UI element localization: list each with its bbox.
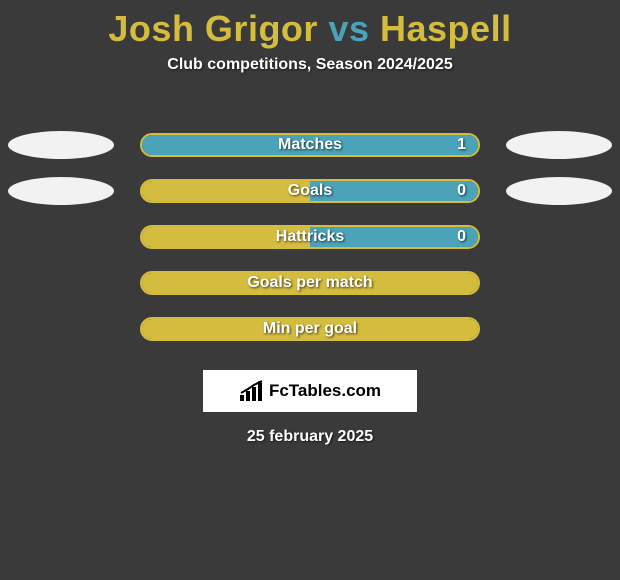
player-ellipse-left — [8, 177, 114, 205]
stat-bar: Min per goal — [140, 317, 480, 341]
comparison-title: Josh Grigor vs Haspell — [0, 0, 620, 50]
bar-left-fill — [142, 181, 310, 201]
stat-bar: Hattricks 0 — [140, 225, 480, 249]
date-text: 25 february 2025 — [0, 428, 620, 446]
stat-row: Goals per match — [0, 260, 620, 306]
stat-row: Goals 0 — [0, 168, 620, 214]
player-ellipse-left — [8, 131, 114, 159]
stat-label: Goals per match — [247, 274, 372, 292]
stat-row: Min per goal — [0, 306, 620, 352]
bar-right-fill — [310, 181, 478, 201]
stat-label: Hattricks — [276, 228, 344, 246]
stat-bar: Matches 1 — [140, 133, 480, 157]
player-ellipse-right — [506, 177, 612, 205]
subtitle: Club competitions, Season 2024/2025 — [0, 56, 620, 74]
title-vs: vs — [328, 8, 369, 49]
stat-row: Matches 1 — [0, 122, 620, 168]
stat-label: Matches — [278, 136, 342, 154]
title-player2: Haspell — [380, 8, 512, 49]
player-ellipse-right — [506, 131, 612, 159]
stat-value-right: 0 — [457, 182, 466, 200]
stat-value-right: 1 — [457, 136, 466, 154]
stat-label: Goals — [288, 182, 332, 200]
stat-row: Hattricks 0 — [0, 214, 620, 260]
brand-text: FcTables.com — [269, 381, 381, 401]
stat-value-right: 0 — [457, 228, 466, 246]
stat-label: Min per goal — [263, 320, 357, 338]
stat-bar: Goals 0 — [140, 179, 480, 203]
stats-container: Matches 1 Goals 0 Hattricks 0 Goals per match M… — [0, 122, 620, 352]
title-player1: Josh Grigor — [108, 8, 318, 49]
brand-box: FcTables.com — [203, 370, 417, 412]
chart-trend-icon — [239, 380, 265, 402]
stat-bar: Goals per match — [140, 271, 480, 295]
